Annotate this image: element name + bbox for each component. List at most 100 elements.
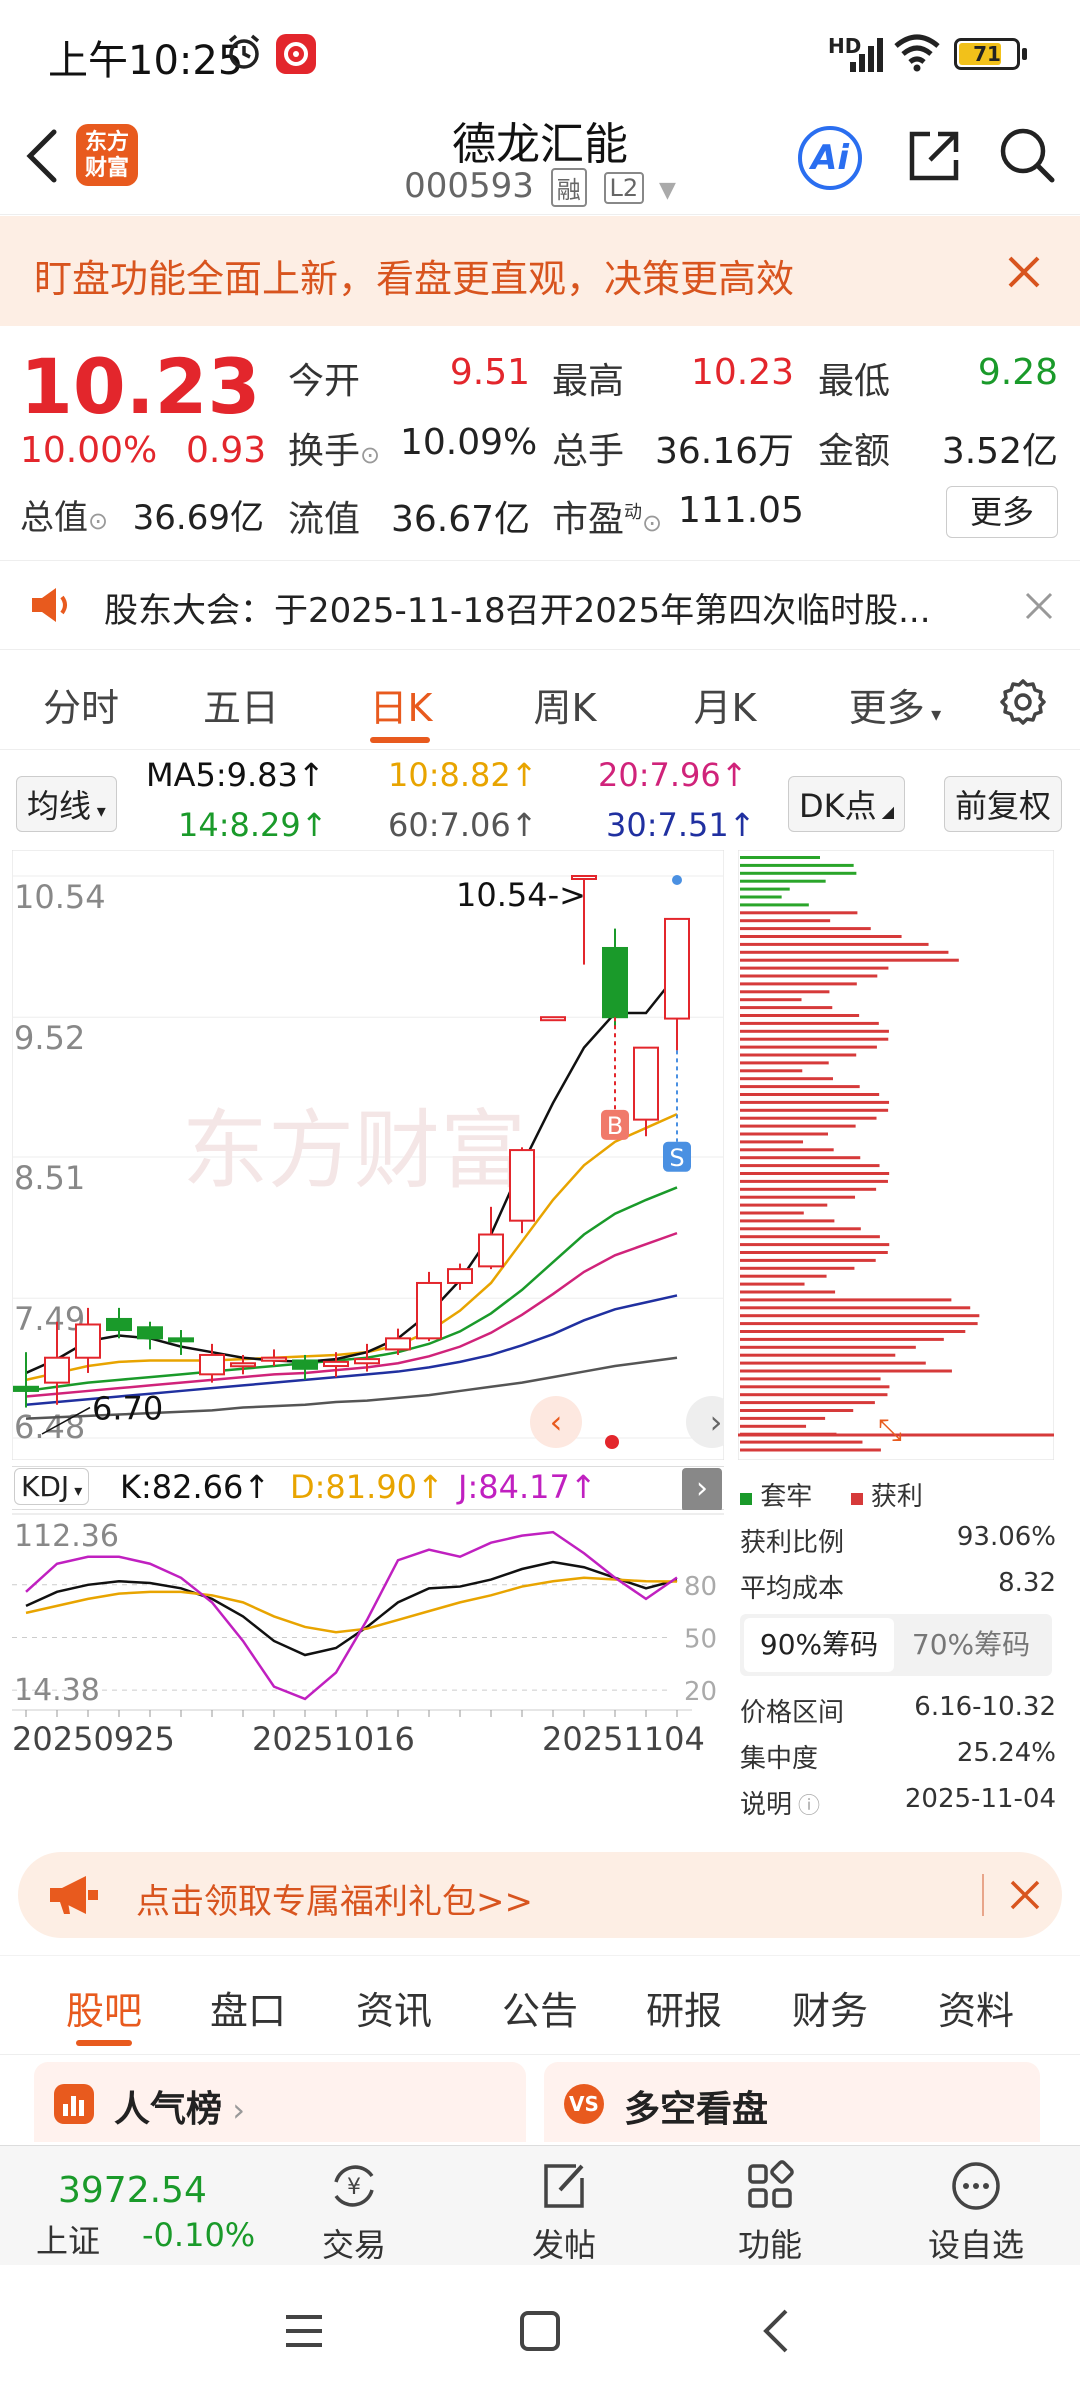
chip-legend: 套牢 获利 — [740, 1476, 923, 1513]
chip-tabs: 90%筹码 70%筹码 — [740, 1614, 1052, 1676]
tab-financials[interactable]: 财务 — [791, 1989, 868, 2033]
buy-marker-box[interactable] — [601, 1109, 629, 1140]
stock-code-line[interactable]: 000593 融 L2 ▼ — [0, 166, 1080, 207]
y-tick-label: 8.51 — [14, 1159, 85, 1197]
tab-news[interactable]: 资讯 — [355, 1989, 432, 2033]
ai-assistant-button[interactable]: Ai — [798, 126, 862, 190]
profit-ratio-row: 获利比例 93.06% — [740, 1522, 1056, 1558]
tab-announcements[interactable]: 公告 — [501, 1989, 578, 2033]
chip-bar — [740, 1424, 807, 1428]
popularity-card[interactable]: 人气榜 › — [34, 2062, 526, 2142]
home-icon[interactable] — [518, 2309, 562, 2353]
notice-bar[interactable]: 股东大会：于2025-11-18召开2025年第四次临时股... — [0, 560, 1080, 650]
post-button[interactable]: 发帖 — [494, 2158, 634, 2266]
stock-name: 德龙汇能 — [452, 119, 628, 170]
close-icon[interactable] — [1024, 591, 1054, 621]
promo-banner[interactable]: 点击领取专属福利礼包>> — [18, 1852, 1062, 1938]
tab-orderbook[interactable]: 盘口 — [209, 1989, 286, 2033]
candle-body — [168, 1337, 194, 1343]
chip-bar — [740, 1251, 888, 1254]
note-row[interactable]: 说明 ⓘ 2025-11-04 — [740, 1784, 1056, 1820]
chip-bar — [740, 1124, 856, 1128]
chip-bar — [740, 1337, 944, 1341]
candle-body — [230, 1362, 256, 1368]
adjust-button[interactable]: 前复权 — [944, 776, 1063, 832]
index-value[interactable]: 3972.54 — [58, 2170, 207, 2211]
chip-bar — [740, 950, 949, 954]
indicator-selector[interactable]: KDJ ▾ — [14, 1468, 90, 1505]
ma30-line — [25, 1294, 678, 1407]
high-value: 10.23 — [690, 352, 794, 393]
chip-bar — [740, 1416, 826, 1420]
tab-chip-70[interactable]: 70%筹码 — [911, 1628, 1031, 1661]
tab-weekly-k[interactable]: 周K — [533, 686, 597, 730]
chip-bar — [740, 1187, 877, 1191]
tab-forum[interactable]: 股吧 — [65, 1989, 142, 2033]
chip-bar — [740, 1061, 829, 1065]
app-logo[interactable]: 东方财富 — [76, 124, 138, 186]
popularity-title: 人气榜 › — [114, 2089, 245, 2130]
chip-bar — [740, 1282, 805, 1286]
dk-point-button[interactable]: DK点 ◢ — [788, 776, 906, 832]
candle-body — [323, 1360, 349, 1368]
chip-bar — [740, 1409, 854, 1412]
tab-intraday[interactable]: 分时 — [42, 686, 119, 730]
gear-icon[interactable] — [996, 675, 1050, 729]
network-type: HD — [828, 34, 862, 58]
quote-panel: 10.23 10.00% 0.93 今开 9.51 最高 10.23 最低 9.… — [0, 330, 1080, 555]
functions-button[interactable]: 功能 — [700, 2158, 840, 2266]
more-button[interactable]: 更多 — [946, 486, 1058, 538]
chip-svg: ⤡ — [737, 849, 1055, 1461]
close-icon[interactable] — [1006, 254, 1042, 290]
tab-profile[interactable]: 资料 — [937, 1989, 1014, 2033]
back-nav-icon[interactable] — [758, 2307, 794, 2355]
tab-monthly-k[interactable]: 月K — [693, 686, 757, 730]
menu-icon[interactable] — [282, 2311, 326, 2351]
collapse-toggle[interactable]: › — [682, 1468, 722, 1512]
sell-marker-box[interactable] — [663, 1141, 691, 1172]
tab-five-day[interactable]: 五日 — [202, 686, 279, 730]
chip-bar — [740, 903, 809, 907]
open-value: 9.51 — [449, 352, 530, 393]
back-icon[interactable] — [22, 128, 62, 184]
search-icon[interactable] — [996, 124, 1058, 186]
ma20-value: 20:7.96↑ — [598, 756, 748, 794]
profit-swatch — [850, 1493, 863, 1505]
kdj-series-line — [25, 1530, 678, 1701]
section-tabs: 股吧 盘口 资讯 公告 研报 财务 资料 — [0, 1955, 1080, 2055]
candle-body — [602, 946, 628, 1019]
tab-chip-90[interactable]: 90%筹码 — [744, 1618, 894, 1672]
scroll-left-button[interactable] — [530, 1396, 582, 1448]
trade-button[interactable]: ¥ 交易 — [284, 2158, 424, 2266]
long-short-card[interactable]: VS 多空看盘 — [544, 2062, 1040, 2142]
ma-selector[interactable]: 均线 ▾ — [16, 776, 117, 832]
float-value: 36.67亿 — [390, 499, 530, 540]
tab-research[interactable]: 研报 — [645, 1989, 722, 2033]
tab-more[interactable]: 更多 ▾ — [848, 686, 942, 730]
chip-bar — [740, 1077, 833, 1081]
max-price-marker: 10.54-> — [456, 876, 586, 914]
notice-text: 股东大会：于2025-11-18召开2025年第四次临时股... — [104, 591, 931, 631]
price-range-row: 价格区间 6.16-10.32 — [740, 1692, 1056, 1728]
close-icon[interactable] — [1008, 1878, 1042, 1912]
chip-bar — [740, 1369, 952, 1373]
current-dot — [605, 1435, 619, 1449]
y-tick-label: 6.48 — [14, 1408, 85, 1446]
ma60-line — [25, 1356, 678, 1420]
kdj-chart[interactable]: 80 50 20 112.36 14.38 20250925 20251016 2025110… — [12, 1510, 724, 1758]
ma10-value: 10:8.82↑ — [388, 756, 538, 794]
chip-bar — [740, 1053, 857, 1057]
mktcap-value: 36.69亿 — [132, 498, 264, 538]
kdj-svg: 80 50 20 112.36 14.38 20250925 20251016 2025110… — [12, 1510, 724, 1758]
tab-daily-k[interactable]: 日K — [369, 686, 433, 730]
watermark: 东方财富 — [182, 1101, 526, 1201]
kline-chart[interactable]: 10.54 9.52 8.51 7.49 6.48 东方财富 10.54-> 6.70 B S ‹ › — [11, 849, 738, 1461]
watchlist-button[interactable]: 设自选 — [906, 2158, 1046, 2266]
expand-icon[interactable]: ⤡ — [878, 1413, 902, 1448]
chip-bar — [740, 1219, 835, 1223]
kdj-right-label: 80 — [684, 1572, 717, 1602]
share-icon[interactable] — [904, 126, 964, 186]
chip-bar — [740, 958, 959, 962]
feature-banner[interactable]: 盯盘功能全面上新，看盘更直观，决策更高效 — [0, 216, 1080, 326]
alarm-icon — [228, 34, 260, 69]
